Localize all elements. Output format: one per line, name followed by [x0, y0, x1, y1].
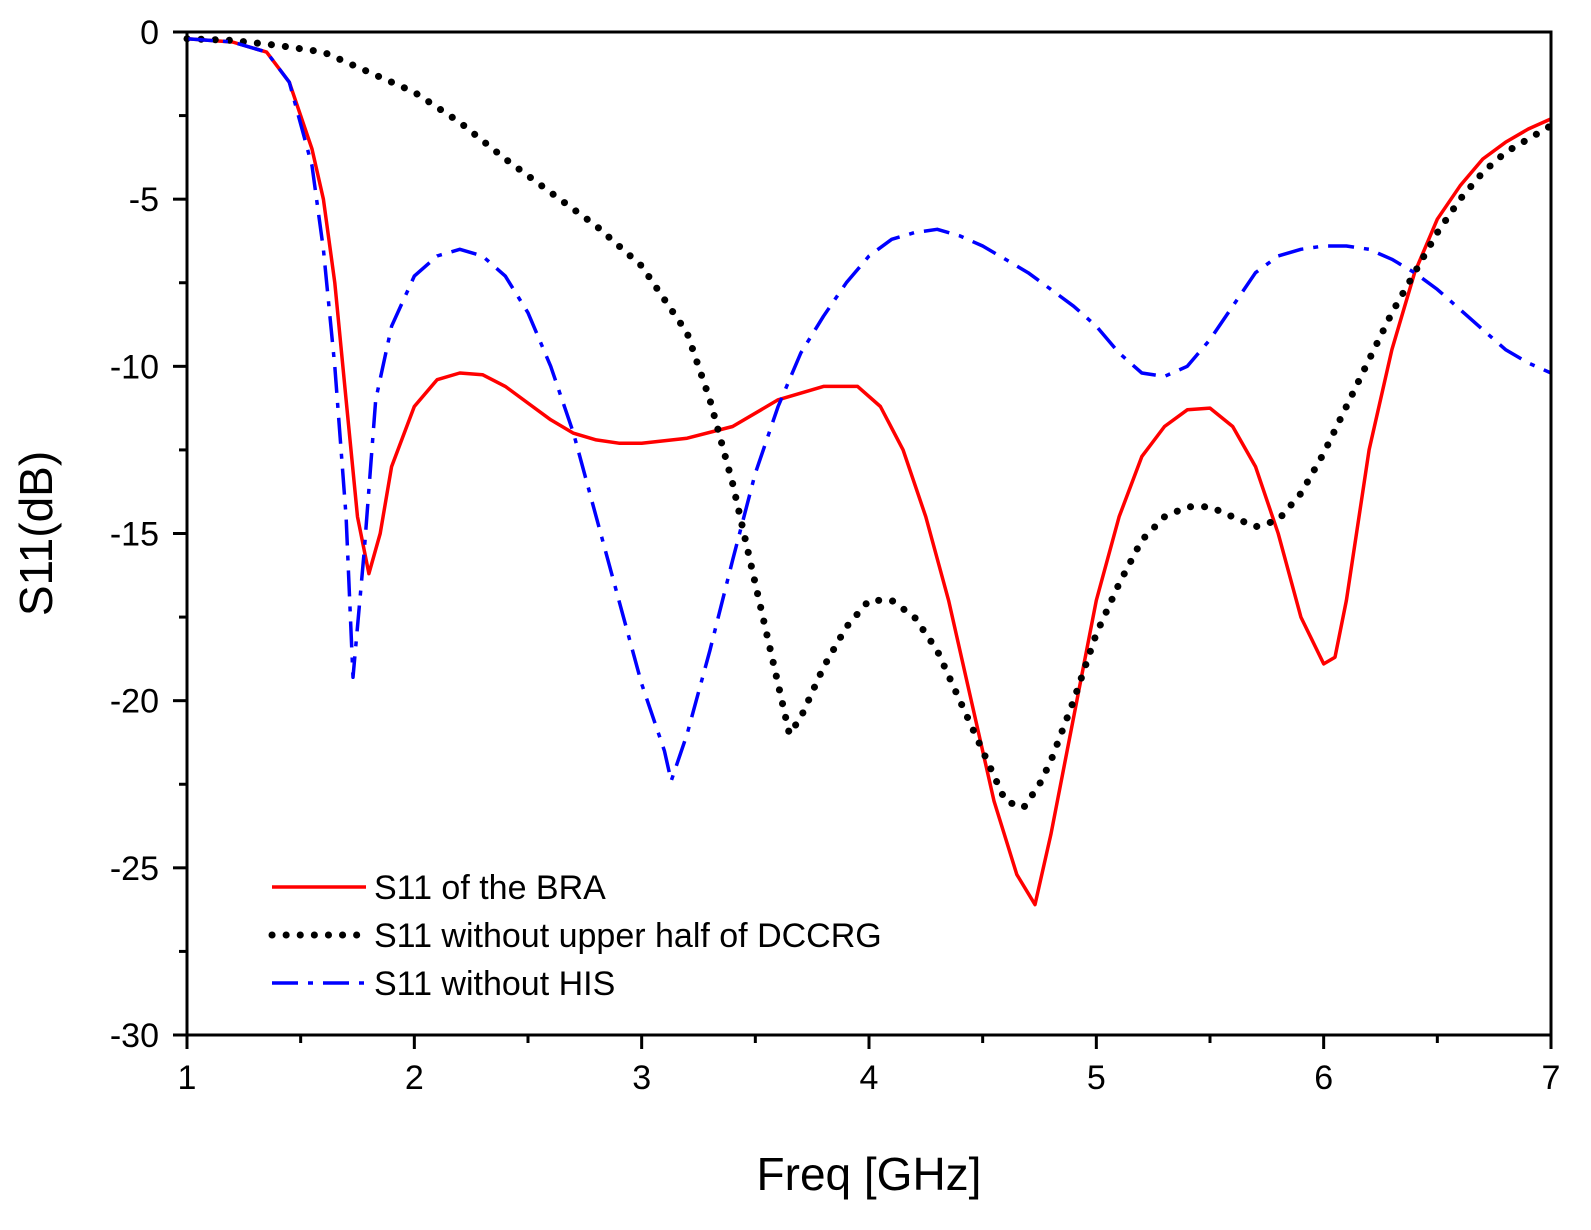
x-tick-label: 7	[1542, 1059, 1561, 1097]
y-tick-label: 0	[140, 14, 159, 52]
x-tick-label: 1	[178, 1059, 197, 1097]
series-line-no-his	[186, 36, 1552, 783]
x-tick-label: 4	[860, 1059, 879, 1097]
legend-label-no-dccrg: S11 without upper half of DCCRG	[374, 917, 882, 955]
x-tick-label: 6	[1314, 1059, 1333, 1097]
x-tick-label: 5	[1087, 1059, 1106, 1097]
y-tick-label: -15	[110, 516, 159, 554]
series-layer	[183, 35, 1555, 907]
y-tick-label: -5	[129, 181, 159, 219]
series-line-bra	[186, 36, 1552, 907]
legend-label-no-his: S11 without HIS	[374, 965, 615, 1003]
axes-layer: 1 2 3 4 5 6 7 0 -5 -10 -15 -20 -25 -30	[110, 14, 1561, 1097]
x-tick-label: 2	[405, 1059, 424, 1097]
y-tick-label: -25	[110, 850, 159, 888]
y-tick-label: -30	[110, 1017, 159, 1055]
series-line-no-dccrg	[183, 35, 1555, 812]
y-tick-label: -20	[110, 683, 159, 721]
y-tick-label: -10	[110, 348, 159, 386]
x-tick-label: 3	[632, 1059, 651, 1097]
x-axis-title: Freq [GHz]	[757, 1148, 982, 1200]
legend: S11 of the BRA S11 without upper half of…	[268, 869, 882, 1003]
y-axis-title: S11(dB)	[10, 451, 62, 616]
legend-label-bra: S11 of the BRA	[374, 869, 606, 907]
